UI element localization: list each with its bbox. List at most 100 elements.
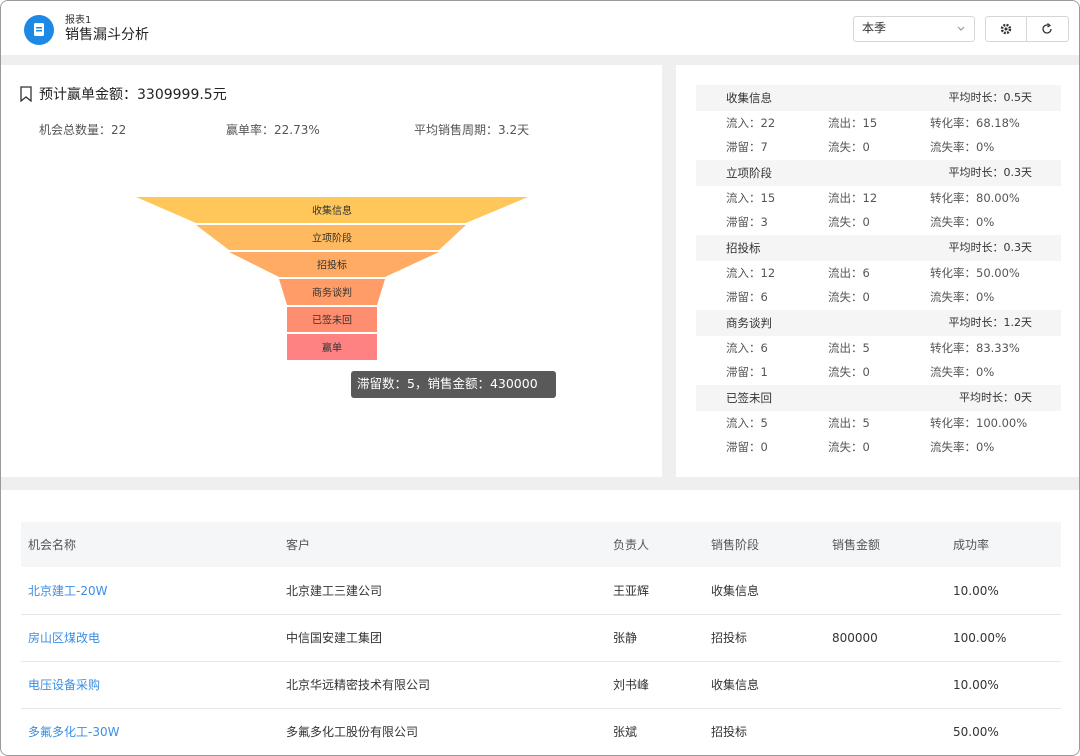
stage-header [696,85,1061,111]
stage-metric: 流出：5 [828,341,870,355]
stage-metric: 流失：0 [828,140,870,154]
stage-metric: 流出：5 [828,416,870,430]
table-cell: 收集信息 [711,584,760,598]
funnel-label: 赢单 [322,341,342,354]
stage-header [696,385,1061,411]
column-header: 负责人 [613,538,650,552]
stage-metric: 流入：22 [726,116,776,130]
stage-metric: 滞留：6 [726,290,768,304]
stage-metric: 流出：12 [828,191,878,205]
row-divider [21,661,1061,662]
column-header: 销售金额 [832,538,881,552]
bookmark-icon [20,86,32,102]
table-cell: 北京华远精密技术有限公司 [286,678,431,692]
stage-metric: 流出：6 [828,266,870,280]
funnel-label: 立项阶段 [312,232,352,245]
period-select[interactable] [853,16,975,42]
opportunity-link[interactable]: 多氟多化工-30W [28,725,120,739]
column-header: 机会名称 [28,538,77,552]
stage-metric: 流失：0 [828,440,870,454]
table-panel: 机会名称 客户 负责人 销售阶段 销售金额 成功率 北京建工-20W 北京建工三建公司 王亚辉收… [1,490,1079,755]
table-cell: 张斌 [613,725,638,739]
stage-metric: 转化率：50.00% [930,266,1020,280]
summary-stat: 平均销售周期：3.2天 [414,123,530,137]
stage-metric: 流出：15 [828,116,878,130]
stage-panel: 收集信息 平均时长：0.5天流入：22 流出：15 转化率：68.18% 滞留：7 流失：… [676,65,1079,477]
opportunity-link[interactable]: 房山区煤改电 [28,631,101,645]
table-cell: 中信国安建工集团 [286,631,383,645]
table-cell: 10.00% [953,678,999,692]
funnel-label: 已签未回 [312,314,352,327]
table-cell: 50.00% [953,725,999,739]
stage-metric: 流入：5 [726,416,768,430]
funnel-segment[interactable] [229,252,439,277]
row-divider [21,708,1061,709]
stage-metric: 滞留：0 [726,440,768,454]
refresh-button[interactable] [1026,16,1069,42]
stage-avg: 平均时长：1.2天 [948,316,1033,329]
stage-metric: 流失率：0% [930,140,995,154]
report-label: 报表1 [65,15,92,26]
table-cell: 100.00% [953,631,1007,645]
dropdown-arrow [957,26,965,31]
table-header [21,522,1061,567]
stage-avg: 平均时长：0.3天 [948,166,1033,179]
funnel-segment[interactable] [287,334,377,360]
funnel-segment[interactable] [279,279,385,305]
stage-avg: 平均时长：0天 [959,391,1032,404]
table-cell: 王亚辉 [613,584,650,598]
stage-metric: 转化率：100.00% [930,416,1028,430]
funnel-segment[interactable] [136,197,528,223]
stage-metric: 滞留：7 [726,140,768,154]
stage-metric: 转化率：68.18% [930,116,1020,130]
stage-metric: 流失率：0% [930,365,995,379]
stage-metric: 流失率：0% [930,290,995,304]
stage-metric: 转化率：80.00% [930,191,1020,205]
gear-icon [1000,23,1012,35]
app-icon [24,15,54,45]
stage-name: 招投标 [726,241,761,255]
settings-button[interactable] [985,16,1027,42]
stage-avg: 平均时长：0.5天 [948,91,1033,104]
funnel-label: 商务谈判 [312,286,352,299]
tooltip: 滞留数：5，销售金额：430000 [351,371,556,398]
forecast-amount: 预计赢单金额：3309999.5元 [39,87,227,103]
funnel-segment[interactable] [287,307,377,332]
stage-name: 收集信息 [726,91,772,105]
table-cell: 刘书峰 [613,678,650,692]
stage-name: 商务谈判 [726,316,772,330]
stage-metric: 流失：0 [828,215,870,229]
table-cell: 多氟多化工股份有限公司 [286,725,419,739]
opportunity-link[interactable]: 北京建工-20W [28,584,108,598]
summary-stat: 赢单率：22.73% [226,123,320,137]
summary-stat: 机会总数量：22 [39,123,127,137]
table-cell: 张静 [613,631,638,645]
stage-metric: 滞留：1 [726,365,768,379]
page-title: 销售漏斗分析 [65,27,149,43]
opportunity-link[interactable]: 电压设备采购 [28,678,101,692]
stage-header [696,160,1061,186]
column-header: 客户 [286,538,311,552]
row-divider [21,614,1061,615]
tooltip-text: 滞留数：5，销售金额：430000 [357,376,538,391]
funnel-segment[interactable] [196,225,466,250]
stage-metric: 流入：6 [726,341,768,355]
funnel-label: 招投标 [317,259,347,272]
stage-name: 已签未回 [726,391,772,405]
refresh-icon [1042,23,1052,34]
column-header: 成功率 [953,538,990,552]
table-cell: 收集信息 [711,678,760,692]
stage-metric: 流入：12 [726,266,776,280]
header-bar [1,1,1079,55]
stage-header [696,310,1061,336]
table-cell: 招投标 [711,631,748,645]
column-header: 销售阶段 [711,538,760,552]
table-cell: 北京建工三建公司 [286,584,383,598]
table-cell: 800000 [832,631,878,645]
stage-metric: 流失：0 [828,365,870,379]
stage-header [696,235,1061,261]
table-cell: 10.00% [953,584,999,598]
stage-metric: 流失：0 [828,290,870,304]
